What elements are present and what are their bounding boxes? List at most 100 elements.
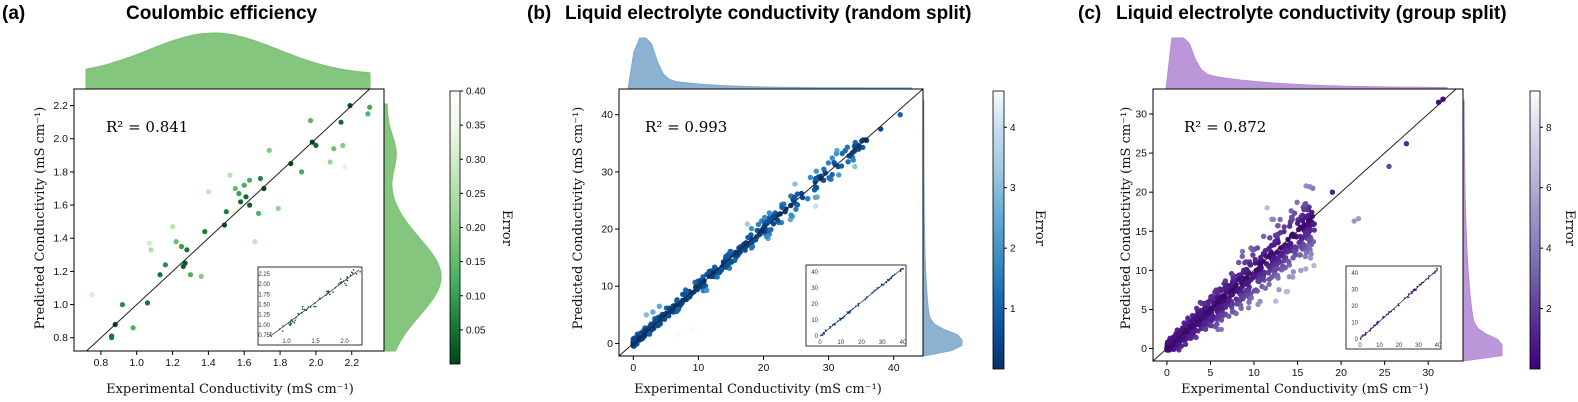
data-point [1248, 245, 1254, 251]
data-point [243, 194, 249, 200]
inset-data-point [901, 268, 903, 270]
data-point [236, 190, 242, 197]
colorbar-tick-label: 2 [1546, 304, 1552, 315]
inset-y-tick-label: 1.00 [258, 323, 270, 329]
data-point [1258, 275, 1264, 282]
data-point [1274, 273, 1280, 280]
data-point [770, 221, 777, 227]
inset-data-point [291, 319, 293, 322]
data-point [1202, 300, 1208, 307]
inset-data-point [864, 298, 867, 301]
inset-data-point [334, 286, 337, 289]
x-tick-label: 2.0 [309, 357, 324, 369]
panel-c-ylabel: Predicted Conductivity (mS cm⁻¹) [1119, 107, 1134, 330]
data-point [805, 196, 811, 202]
y-tick-label: 10 [601, 281, 613, 293]
data-point [198, 273, 204, 279]
inset-x-tick-label: 10 [837, 340, 844, 346]
data-point [227, 172, 233, 178]
data-point [813, 175, 819, 182]
x-tick-label: 1.6 [237, 357, 252, 369]
data-point [792, 194, 798, 200]
data-point [709, 273, 715, 280]
colorbar-tick-label: 1 [1010, 304, 1016, 315]
inset-data-point [1377, 320, 1379, 323]
inset-data-point [325, 294, 328, 296]
data-point [1229, 279, 1236, 285]
inset-data-point [1364, 332, 1367, 334]
inset-x-tick-label: 0 [1358, 343, 1362, 349]
data-point [844, 144, 851, 150]
inset-data-point [834, 324, 836, 326]
data-point [1307, 255, 1314, 261]
data-point [1266, 276, 1273, 282]
data-point [1284, 249, 1290, 255]
data-point [1209, 293, 1215, 300]
inset-data-point [337, 283, 340, 285]
data-point [1244, 287, 1250, 294]
data-point [1195, 321, 1201, 327]
data-point [1311, 227, 1318, 233]
data-point [1202, 326, 1209, 332]
data-point [829, 155, 835, 161]
data-point [365, 111, 371, 117]
data-point [119, 302, 125, 308]
y-tick-label: 1.6 [53, 200, 68, 212]
data-point [1306, 238, 1313, 244]
data-point [205, 189, 211, 195]
data-point [748, 225, 755, 232]
inset-data-point [1386, 313, 1388, 316]
colorbar-tick-label: 0.25 [466, 189, 486, 200]
inset-data-point [1420, 283, 1422, 286]
data-point [1202, 314, 1208, 321]
inset-data-point [1421, 281, 1423, 284]
data-point [704, 287, 710, 293]
inset-data-point [269, 334, 272, 336]
data-point [367, 149, 373, 155]
data-point [1229, 309, 1236, 315]
colorbar-tick-label: 0.20 [466, 223, 486, 234]
data-point [782, 209, 788, 215]
inset-y-tick-label: 1.25 [258, 313, 270, 319]
inset-data-point [359, 270, 361, 273]
data-point [1264, 205, 1270, 211]
data-point [247, 177, 253, 183]
inset-data-point [829, 327, 831, 329]
data-point [1191, 328, 1197, 335]
data-point [1183, 327, 1189, 333]
data-point [1220, 312, 1227, 319]
scatter-points [630, 112, 903, 349]
data-point [1171, 335, 1177, 341]
inset-data-point [301, 308, 304, 311]
data-point [714, 274, 720, 280]
data-point [813, 184, 819, 190]
data-point [1260, 233, 1267, 239]
data-point [1197, 317, 1203, 323]
data-point [1219, 287, 1225, 293]
data-point [755, 221, 762, 228]
data-point [851, 148, 858, 154]
inset-data-point [306, 308, 308, 311]
inset-data-point [899, 270, 902, 273]
data-point [202, 229, 208, 235]
data-point [1207, 316, 1213, 322]
data-point [1262, 285, 1269, 291]
data-point [1440, 96, 1446, 102]
data-point [856, 143, 862, 150]
inset-y-tick-label: 2.00 [258, 282, 270, 288]
data-point [728, 248, 734, 255]
x-tick-label: 40 [888, 362, 900, 374]
data-point [89, 292, 95, 298]
inset-data-point [873, 289, 875, 292]
inset-data-point [1383, 316, 1386, 318]
data-point [1298, 243, 1304, 250]
colorbar-tick-label: 2 [1010, 244, 1016, 255]
inset-y-tick-label: 40 [1351, 271, 1358, 277]
data-point [1311, 262, 1317, 269]
data-point [1228, 283, 1234, 289]
inset-data-point [829, 325, 831, 328]
data-point [1216, 304, 1222, 310]
inset-data-point [887, 279, 890, 282]
data-point [1311, 221, 1317, 227]
inset-data-point [309, 306, 312, 308]
